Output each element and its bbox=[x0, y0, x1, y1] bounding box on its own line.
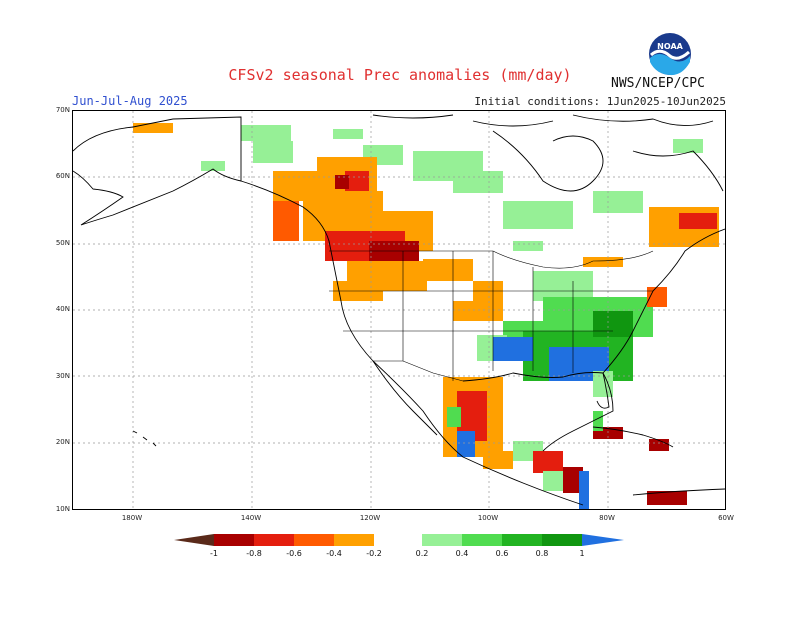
map-title: CFSv2 seasonal Prec anomalies (mm/day) bbox=[228, 66, 572, 84]
legend-label: -0.6 bbox=[286, 549, 302, 558]
lon-label-140w: 140W bbox=[240, 514, 262, 522]
noaa-logo-icon: NOAA bbox=[649, 33, 691, 76]
agency-label: NWS/NCEP/CPC bbox=[611, 76, 705, 91]
lon-label-120w: 120W bbox=[359, 514, 381, 522]
lat-label-40n: 40N bbox=[55, 305, 70, 313]
legend-swatch bbox=[334, 534, 374, 546]
legend-swatches bbox=[174, 534, 624, 546]
legend-swatch bbox=[254, 534, 294, 546]
lon-label-60w: 60W bbox=[718, 514, 734, 522]
legend-swatch bbox=[542, 534, 582, 546]
political-borders bbox=[329, 250, 654, 382]
legend-labels: -1 -0.8 -0.6 -0.4 -0.2 0.2 0.4 0.6 0.8 1 bbox=[210, 549, 585, 558]
legend-swatch bbox=[214, 534, 254, 546]
map-svg bbox=[73, 111, 725, 509]
initial-conditions-label: Initial conditions: 1Jun2025-10Jun2025 bbox=[474, 95, 726, 108]
lat-label-70n: 70N bbox=[55, 106, 70, 114]
lon-label-180w: 180W bbox=[121, 514, 143, 522]
lat-label-60n: 60N bbox=[55, 172, 70, 180]
legend-label: -0.4 bbox=[326, 549, 342, 558]
legend-label: -0.8 bbox=[246, 549, 262, 558]
lat-label-10n: 10N bbox=[55, 505, 70, 513]
legend-swatch bbox=[462, 534, 502, 546]
lat-label-20n: 20N bbox=[55, 438, 70, 446]
legend-swatch bbox=[374, 534, 422, 546]
legend-swatch bbox=[502, 534, 542, 546]
season-label: Jun-Jul-Aug 2025 bbox=[72, 94, 188, 108]
lat-lon-grid bbox=[73, 111, 725, 509]
legend-label: 0.6 bbox=[496, 549, 509, 558]
legend-label: 0.4 bbox=[456, 549, 469, 558]
legend-swatch bbox=[294, 534, 334, 546]
legend-label: -1 bbox=[210, 549, 218, 558]
legend-swatch-wet-extreme bbox=[582, 534, 624, 546]
lat-label-30n: 30N bbox=[55, 372, 70, 380]
lat-label-50n: 50N bbox=[55, 239, 70, 247]
legend-swatch-dry-extreme bbox=[174, 534, 214, 546]
map-panel bbox=[72, 110, 726, 510]
lon-label-80w: 80W bbox=[599, 514, 615, 522]
legend-label: 0.2 bbox=[416, 549, 429, 558]
lon-label-100w: 100W bbox=[477, 514, 499, 522]
legend-label: 1 bbox=[579, 549, 584, 558]
legend-label: 0.8 bbox=[536, 549, 549, 558]
logo-text: NOAA bbox=[657, 42, 683, 51]
legend-swatch bbox=[422, 534, 462, 546]
legend-label: -0.2 bbox=[366, 549, 382, 558]
color-legend: -1 -0.8 -0.6 -0.4 -0.2 0.2 0.4 0.6 0.8 1 bbox=[174, 534, 624, 558]
anomaly-field bbox=[133, 123, 719, 509]
